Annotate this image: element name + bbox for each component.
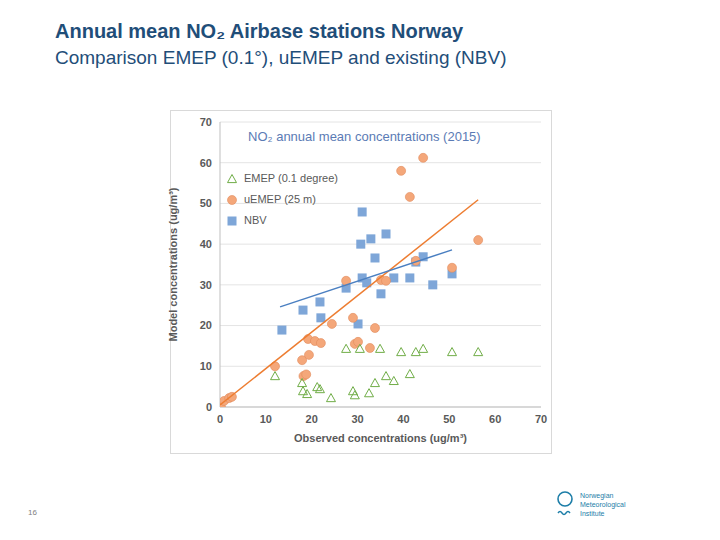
html-text:uEMEP (25 m): uEMEP (25 m) (244, 193, 316, 205)
svg-text:Model concentrations (ug/m³): Model concentrations (ug/m³) (167, 187, 179, 341)
svg-text:20: 20 (200, 319, 212, 331)
svg-text:40: 40 (200, 238, 212, 250)
svg-text:0: 0 (206, 401, 212, 413)
svg-text:20: 20 (306, 413, 318, 425)
html-text:Norwegian: Norwegian (580, 492, 614, 499)
html-text:Institute: Institute (580, 510, 605, 517)
svg-text:70: 70 (535, 413, 547, 425)
svg-text:30: 30 (351, 413, 363, 425)
svg-text:0: 0 (217, 413, 223, 425)
svg-text:10: 10 (200, 360, 212, 372)
svg-text:10: 10 (260, 413, 272, 425)
html-text:Comparison EMEP (0.1°), uEMEP: Comparison EMEP (0.1°), uEMEP and existi… (55, 47, 507, 68)
svg-text:30: 30 (200, 279, 212, 291)
html-text:Annual mean NO₂ Airbase statio: Annual mean NO₂ Airbase stations Norway (55, 20, 464, 42)
html-text:NO₂ annual mean concentrations: NO₂ annual mean concentrations (2015) (248, 129, 481, 144)
svg-text:70: 70 (200, 116, 212, 128)
html-text:NBV: NBV (244, 214, 267, 226)
svg-text:50: 50 (200, 197, 212, 209)
html-text:EMEP (0.1 degree): EMEP (0.1 degree) (244, 172, 338, 184)
svg-text:60: 60 (200, 157, 212, 169)
svg-text:50: 50 (443, 413, 455, 425)
svg-text:60: 60 (489, 413, 501, 425)
html-text:16: 16 (28, 508, 37, 517)
html-text:Meteorological: Meteorological (580, 501, 626, 508)
svg-text:40: 40 (397, 413, 409, 425)
svg-text:Observed concentrations (ug/m³: Observed concentrations (ug/m³) (294, 432, 467, 444)
